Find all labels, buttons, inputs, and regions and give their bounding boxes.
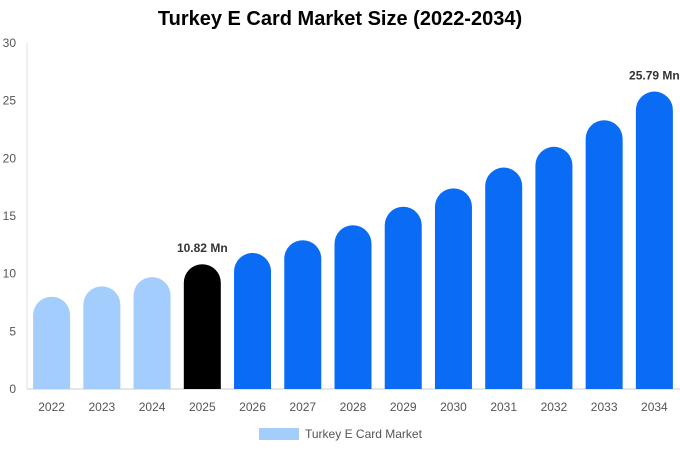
data-label: 10.82 Mn: [177, 241, 228, 255]
x-tick-label: 2027: [289, 400, 316, 414]
bar-2025: [183, 264, 221, 389]
legend-label: Turkey E Card Market: [305, 427, 423, 441]
x-tick-label: 2031: [490, 400, 517, 414]
bar-2032: [535, 146, 573, 389]
x-tick-label: 2028: [340, 400, 367, 414]
bar-2031: [485, 167, 523, 389]
x-tick-label: 2032: [541, 400, 568, 414]
chart-title: Turkey E Card Market Size (2022-2034): [157, 8, 523, 30]
x-tick-label: 2033: [591, 400, 618, 414]
bar-2033: [585, 120, 623, 390]
bar-2034: [635, 91, 673, 389]
x-tick-label: 2025: [189, 400, 216, 414]
x-tick-label: 2024: [139, 400, 166, 414]
x-tick-label: 2034: [641, 400, 668, 414]
legend-swatch: [259, 428, 299, 440]
bar-2024: [133, 277, 171, 389]
y-tick-label: 30: [3, 36, 17, 50]
y-tick-label: 25: [3, 94, 17, 108]
x-tick-label: 2022: [38, 400, 65, 414]
bar-2029: [384, 206, 422, 389]
bar-2027: [284, 240, 322, 389]
y-tick-label: 15: [3, 209, 17, 223]
bar-2028: [334, 225, 372, 389]
bar-2030: [434, 188, 472, 389]
bar-2026: [234, 252, 272, 389]
y-tick-label: 5: [9, 324, 16, 338]
x-tick-label: 2030: [440, 400, 467, 414]
y-tick-label: 20: [3, 151, 17, 165]
y-tick-label: 0: [9, 382, 16, 396]
x-tick-label: 2023: [88, 400, 115, 414]
x-tick-label: 2026: [239, 400, 266, 414]
bar-2023: [83, 286, 121, 389]
x-tick-label: 2029: [390, 400, 417, 414]
bar-2022: [33, 296, 71, 389]
data-label: 25.79 Mn: [629, 69, 680, 83]
y-tick-label: 10: [3, 267, 17, 281]
